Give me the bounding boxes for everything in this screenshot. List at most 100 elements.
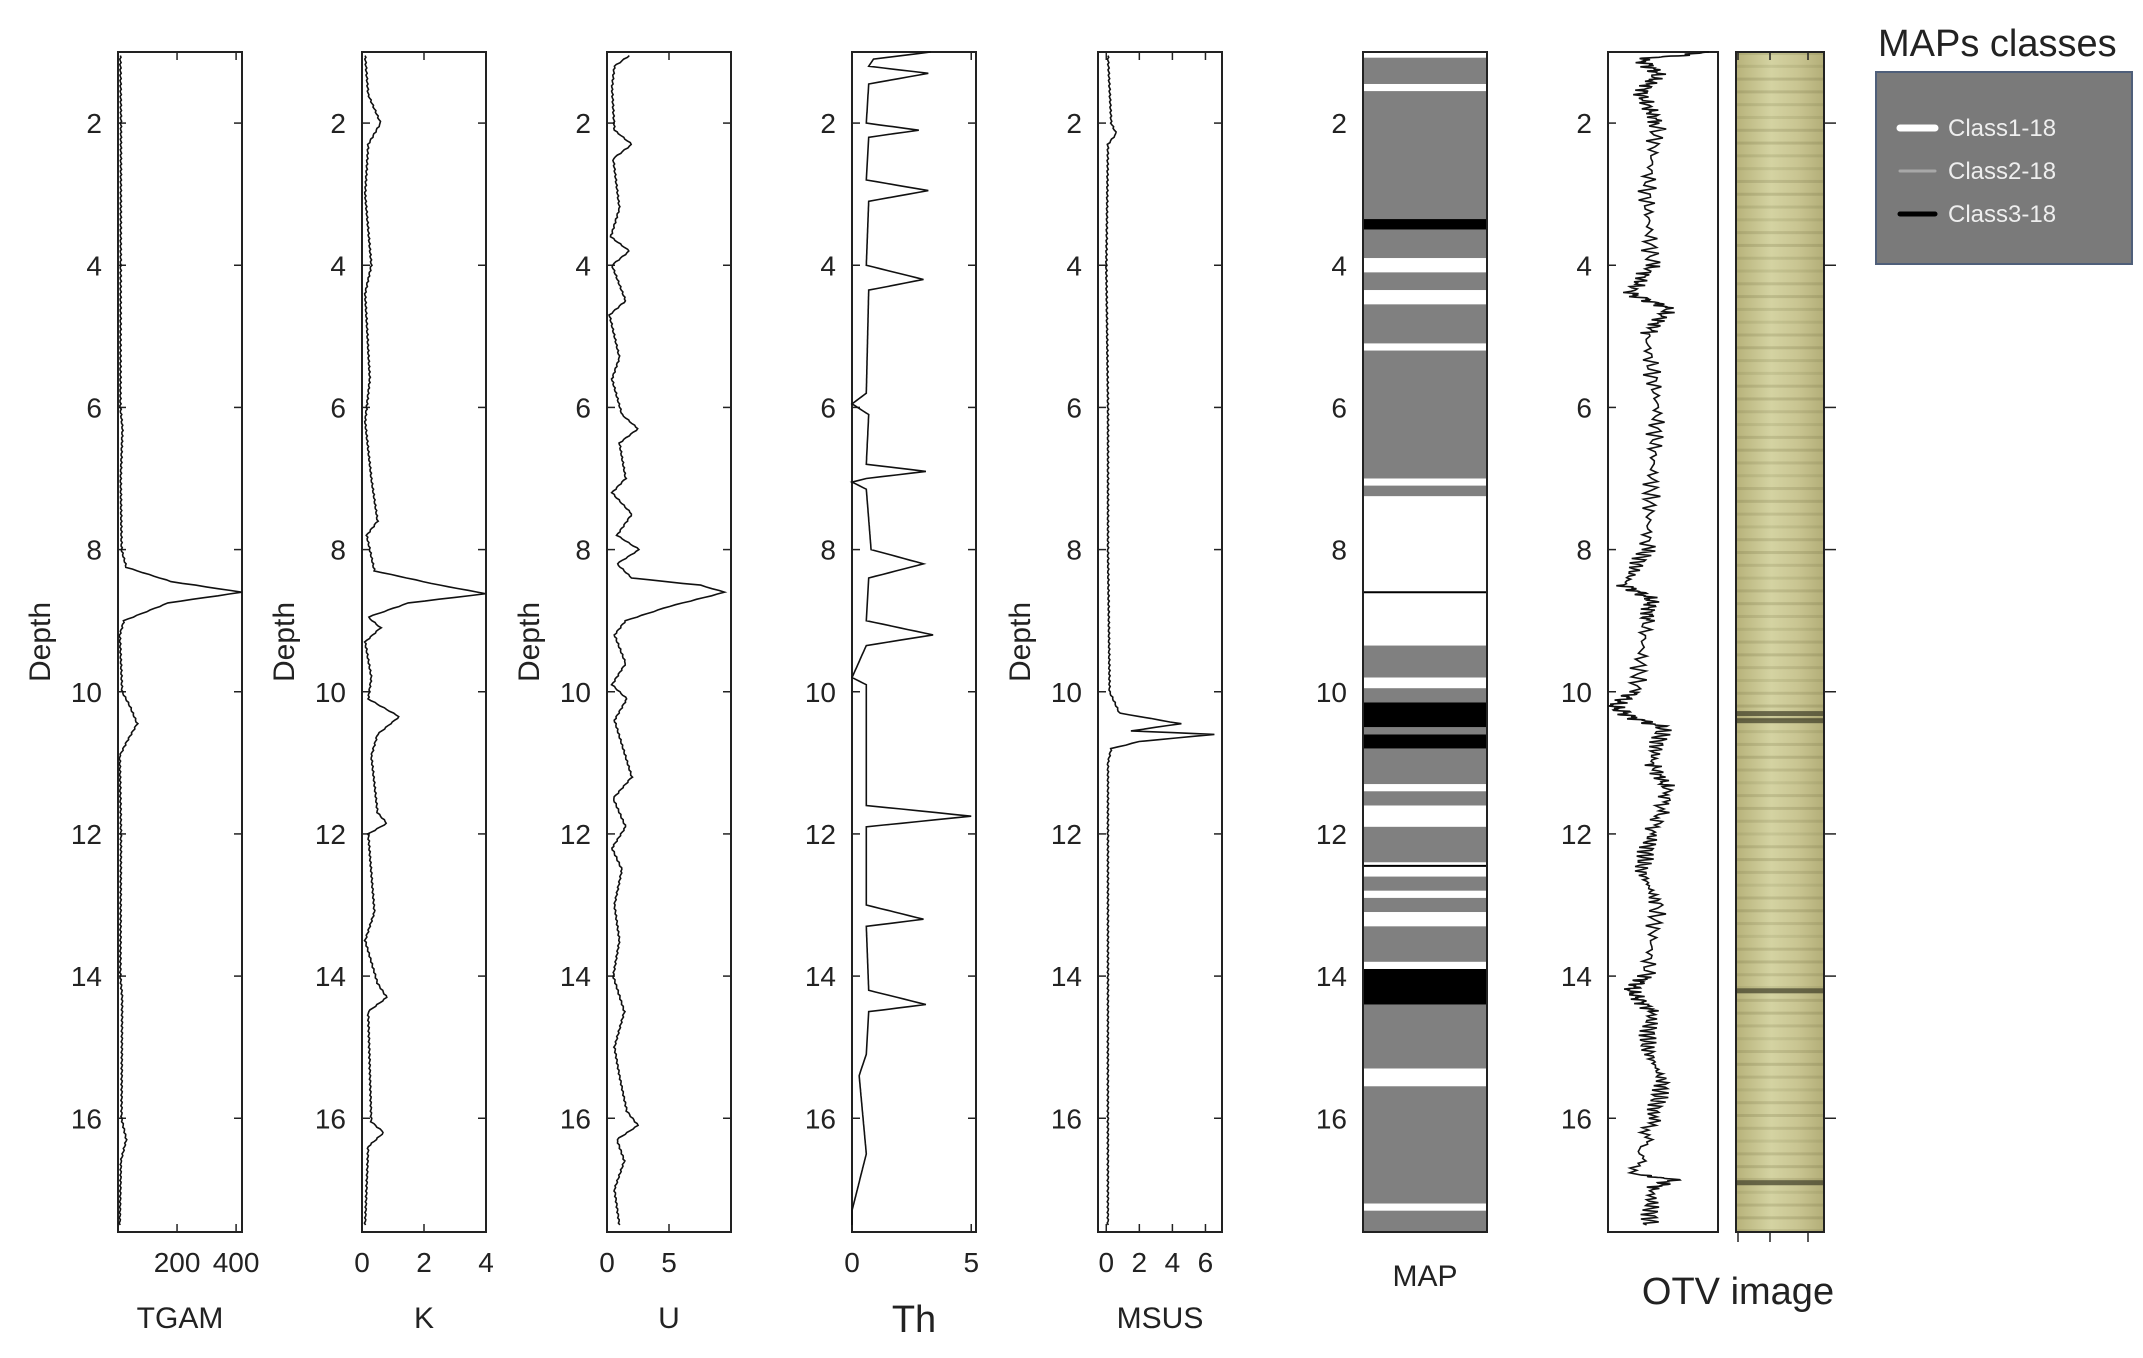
otv-image-texture: [1736, 282, 1824, 286]
depth-tick-label: 4: [1576, 250, 1592, 281]
map-interval: [1363, 304, 1487, 344]
depth-tick-label: 6: [575, 392, 591, 423]
track-map: 2 4 6 8 10 12 14 16 MAP: [1316, 51, 1488, 1293]
depth-tick-label: 16: [71, 1103, 102, 1134]
otv-image-texture: [1736, 423, 1824, 427]
otv-image-texture: [1736, 781, 1824, 785]
otv-image-texture: [1736, 806, 1824, 810]
depth-tick-label: 2: [1066, 108, 1082, 139]
otv-trace-line: [1607, 51, 1709, 1226]
otv-image-texture: [1736, 218, 1824, 222]
depth-tick-label: 4: [820, 250, 836, 281]
depth-tick-label: 14: [71, 961, 102, 992]
otv-image-texture: [1736, 154, 1824, 158]
otv-image-texture: [1736, 397, 1824, 401]
x-tick-label: 2: [416, 1247, 432, 1278]
legend-label: Class1-18: [1948, 115, 2056, 142]
otv-image-texture: [1736, 167, 1824, 171]
otv-image-texture: [1736, 614, 1824, 618]
otv-image-texture: [1736, 768, 1824, 772]
map-interval: [1363, 688, 1487, 703]
otv-image-texture: [1736, 653, 1824, 657]
otv-image-texture: [1736, 998, 1824, 1002]
track-otv: 2 4 6 8 10 12 14 16 OTV image: [1561, 51, 1836, 1313]
depth-tick-label: 16: [805, 1103, 836, 1134]
map-interval: [1363, 350, 1487, 479]
map-interval: [1363, 826, 1487, 863]
otv-image-texture: [1736, 512, 1824, 516]
map-interval: [1363, 1086, 1487, 1204]
otv-image-texture: [1736, 1011, 1824, 1015]
x-tick-label: 0: [844, 1247, 860, 1278]
otv-image-texture: [1736, 525, 1824, 529]
depth-tick-label: 16: [560, 1103, 591, 1134]
otv-image-texture: [1736, 243, 1824, 247]
otv-image-texture: [1736, 832, 1824, 836]
map-interval: [1363, 1068, 1487, 1087]
depth-axis-label: Depth: [24, 602, 57, 682]
depth-tick-label: 6: [330, 392, 346, 423]
map-interval: [1363, 912, 1487, 927]
depth-tick-label: 8: [1331, 535, 1347, 566]
otv-image-texture: [1736, 538, 1824, 542]
otv-image-texture: [1736, 1050, 1824, 1054]
track-frame: [851, 51, 977, 1233]
otv-image-texture: [1736, 589, 1824, 593]
depth-tick-label: 10: [71, 677, 102, 708]
otv-image-texture: [1736, 602, 1824, 606]
x-tick-label: 0: [354, 1247, 370, 1278]
otv-image-texture: [1736, 1126, 1824, 1130]
map-interval: [1363, 52, 1487, 58]
depth-tick-label: 14: [1561, 961, 1592, 992]
map-interval: [1363, 478, 1487, 486]
track-k: 2 4 6 8 10 12 14 16 Depth 0 2 4 K: [268, 51, 494, 1335]
otv-image-texture: [1736, 410, 1824, 414]
otv-image-texture: [1736, 179, 1824, 183]
map-interval: [1363, 727, 1487, 735]
map-interval: [1363, 343, 1487, 351]
otv-image-texture: [1736, 499, 1824, 503]
otv-image-texture: [1736, 1229, 1824, 1233]
track-xlabel: TGAM: [137, 1302, 224, 1335]
series-line-tgam: [118, 55, 242, 1226]
depth-tick-label: 14: [560, 961, 591, 992]
map-interval: [1363, 485, 1487, 497]
otv-image-texture: [1736, 691, 1824, 695]
depth-tick-label: 2: [1576, 108, 1592, 139]
otv-dark-band: [1736, 988, 1824, 994]
track-u: 2 4 6 8 10 12 14 16 Depth 0 5 U: [513, 51, 732, 1335]
depth-tick-label: 14: [1051, 961, 1082, 992]
otv-image-texture: [1736, 307, 1824, 311]
depth-tick-label: 16: [1316, 1103, 1347, 1134]
otv-image-texture: [1736, 205, 1824, 209]
otv-image-texture: [1736, 576, 1824, 580]
otv-image-texture: [1736, 1216, 1824, 1220]
otv-image-texture: [1736, 896, 1824, 900]
track-xlabel: MAP: [1392, 1260, 1457, 1293]
otv-image-texture: [1736, 883, 1824, 887]
otv-dark-band: [1736, 711, 1824, 717]
depth-tick-label: 12: [315, 819, 346, 850]
x-tick-label: 5: [963, 1247, 979, 1278]
map-interval: [1363, 784, 1487, 792]
depth-axis-label: Depth: [1004, 602, 1037, 682]
track-frame: [1097, 51, 1223, 1233]
map-interval: [1363, 57, 1487, 84]
depth-tick-label: 12: [560, 819, 591, 850]
otv-image-texture: [1736, 909, 1824, 913]
track-frame: [361, 51, 487, 1233]
map-interval: [1363, 1210, 1487, 1232]
x-tick-label: 6: [1198, 1247, 1214, 1278]
otv-image-texture: [1736, 128, 1824, 132]
depth-tick-label: 6: [1331, 392, 1347, 423]
map-interval: [1363, 968, 1487, 1005]
otv-image-texture: [1736, 947, 1824, 951]
depth-tick-label: 10: [560, 677, 591, 708]
otv-image-texture: [1736, 1203, 1824, 1207]
otv-image-frame: [1735, 51, 1825, 1233]
map-interval: [1363, 791, 1487, 806]
otv-image-texture: [1736, 231, 1824, 235]
depth-tick-label: 4: [1331, 250, 1347, 281]
map-interval: [1363, 677, 1487, 689]
